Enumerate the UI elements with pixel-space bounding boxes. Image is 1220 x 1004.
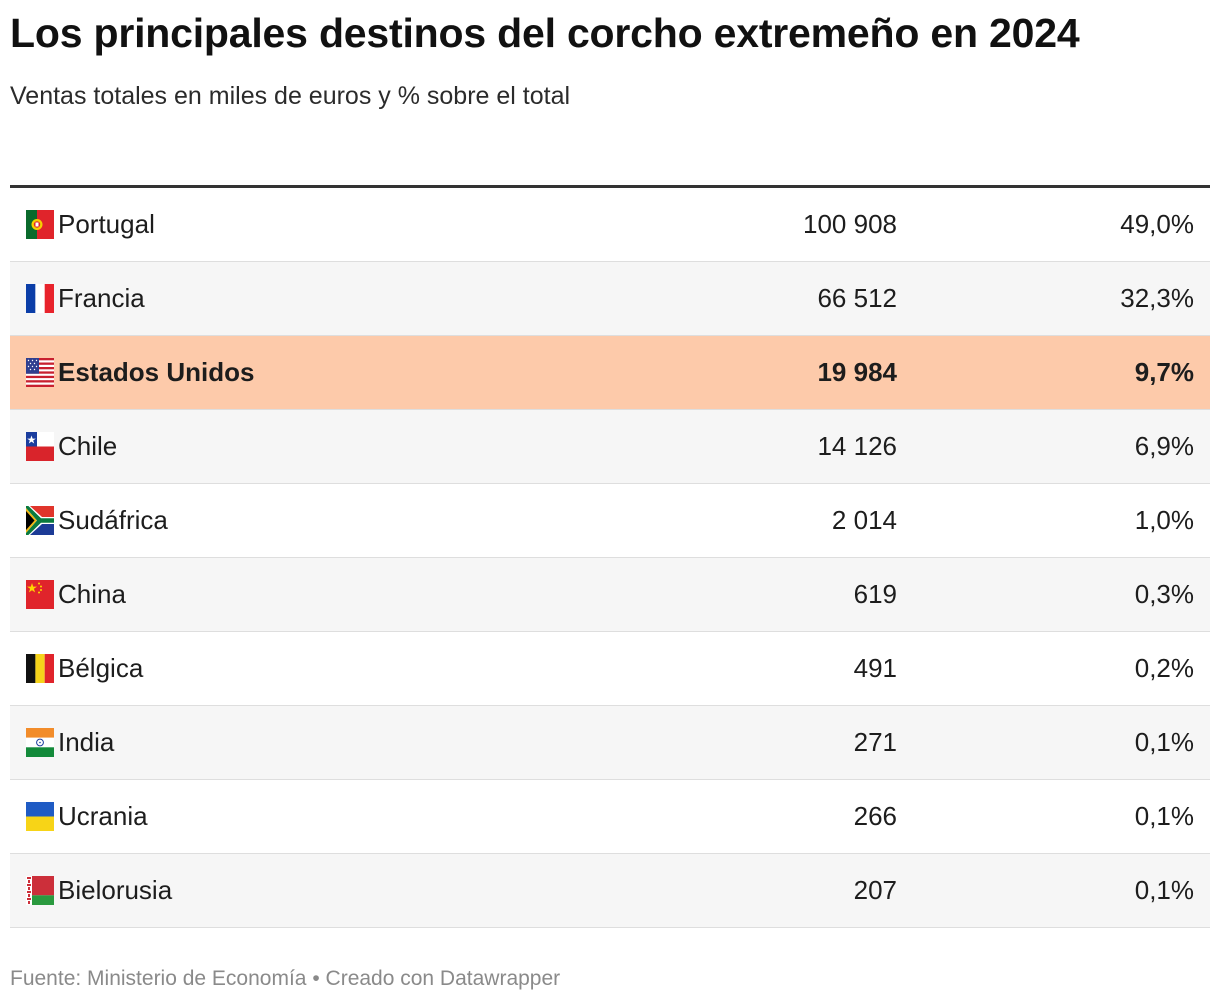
share-percent: 1,0%	[1134, 505, 1194, 535]
table-row: India 271 0,1%	[10, 706, 1210, 780]
sales-value: 66 512	[817, 283, 897, 313]
country-label: Ucrania	[58, 801, 148, 831]
china-flag-icon	[26, 580, 54, 609]
share-percent: 49,0%	[1120, 209, 1194, 239]
table-row: Estados Unidos 19 984 9,7%	[10, 336, 1210, 410]
share-percent: 9,7%	[1134, 357, 1194, 387]
table-row: Ucrania 266 0,1%	[10, 780, 1210, 854]
table-row: Chile 14 126 6,9%	[10, 410, 1210, 484]
source-note: Fuente: Ministerio de Economía	[10, 967, 307, 990]
share-percent: 0,1%	[1134, 875, 1194, 905]
india-flag-icon	[26, 728, 54, 757]
belgium-flag-icon	[26, 654, 54, 683]
south-africa-flag-icon	[26, 506, 54, 535]
country-label: Estados Unidos	[58, 357, 255, 387]
chart-subtitle: Ventas totales en miles de euros y % sob…	[10, 82, 571, 110]
share-percent: 0,1%	[1134, 801, 1194, 831]
country-label: Sudáfrica	[58, 505, 168, 535]
chart-title: Los principales destinos del corcho extr…	[10, 10, 1080, 56]
country-label: China	[58, 579, 126, 609]
country-label: Bielorusia	[58, 875, 173, 905]
country-label: Bélgica	[58, 653, 144, 683]
share-percent: 0,2%	[1134, 653, 1194, 683]
sales-value: 266	[853, 801, 897, 831]
ukraine-flag-icon	[26, 802, 54, 831]
table-row: Bélgica 491 0,2%	[10, 632, 1210, 706]
table-row: Sudáfrica 2 014 1,0%	[10, 484, 1210, 558]
table-row: China 619 0,3%	[10, 558, 1210, 632]
sales-value: 491	[853, 653, 897, 683]
country-label: Portugal	[58, 209, 155, 239]
portugal-flag-icon	[26, 210, 54, 239]
data-table: Portugal 100 908 49,0% Francia 66 512 32,3% Es…	[10, 185, 1210, 928]
sales-value: 14 126	[817, 431, 897, 461]
share-percent: 0,1%	[1134, 727, 1194, 757]
credit-link[interactable]: Creado con Datawrapper	[325, 967, 561, 990]
sales-value: 619	[853, 579, 897, 609]
footer: Fuente: Ministerio de Economía • Creado …	[10, 967, 560, 991]
chile-flag-icon	[26, 432, 54, 461]
share-percent: 0,3%	[1134, 579, 1194, 609]
sales-value: 2 014	[831, 505, 897, 535]
table-row: Francia 66 512 32,3%	[10, 262, 1210, 336]
france-flag-icon	[26, 284, 54, 313]
share-percent: 6,9%	[1134, 431, 1194, 461]
country-label: India	[58, 727, 115, 757]
sales-value: 19 984	[817, 357, 897, 387]
footer-separator: •	[312, 967, 320, 990]
share-percent: 32,3%	[1120, 283, 1194, 313]
country-label: Chile	[58, 431, 118, 461]
table-row: Portugal 100 908 49,0%	[10, 188, 1210, 262]
sales-value: 100 908	[803, 209, 897, 239]
sales-value: 271	[853, 727, 897, 757]
belarus-flag-icon	[26, 876, 54, 905]
sales-value: 207	[853, 875, 897, 905]
table-row: Bielorusia 207 0,1%	[10, 854, 1210, 928]
usa-flag-icon	[26, 358, 54, 387]
country-label: Francia	[58, 283, 145, 313]
